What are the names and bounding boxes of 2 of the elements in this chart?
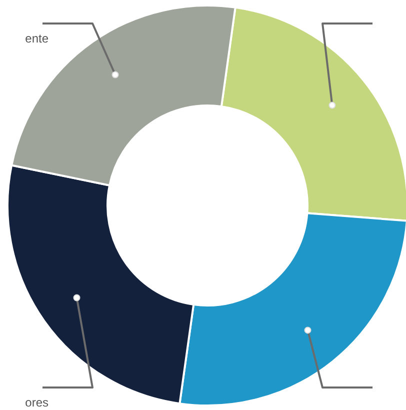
slice-label: ores bbox=[25, 396, 48, 410]
slice-label: ente bbox=[25, 32, 49, 46]
